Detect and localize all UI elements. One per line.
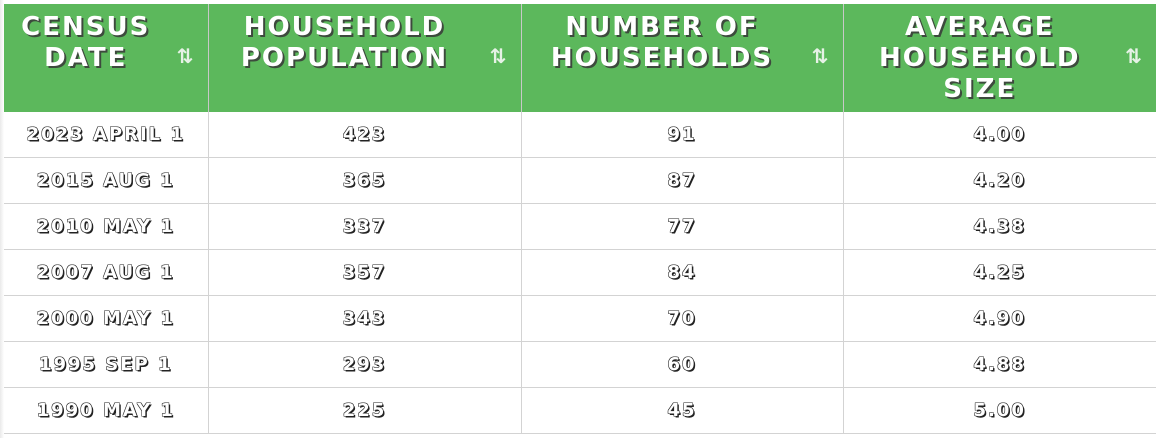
cell-number-of-households: 70	[521, 295, 844, 342]
cell-census-date: 1990 MAY 1	[4, 387, 209, 434]
cell-household-population: 423	[208, 112, 522, 158]
table-row: 2000 MAY 1 343 70 4.90	[4, 295, 1156, 342]
table-body: 2023 APRIL 1 423 91 4.00 2015 AUG 1 365 …	[4, 112, 1156, 434]
cell-household-population: 365	[208, 157, 522, 204]
column-header-label: CENSUS DATE	[21, 12, 151, 73]
cell-number-of-households: 91	[521, 112, 844, 158]
cell-census-date: 2023 APRIL 1	[4, 112, 209, 158]
table-row: 1990 MAY 1 225 45 5.00	[4, 387, 1156, 434]
sort-arrows-icon[interactable]: ⇅	[811, 44, 829, 68]
cell-number-of-households: 45	[521, 387, 844, 434]
column-header-household-population[interactable]: HOUSEHOLD POPULATION ⇅	[208, 4, 522, 112]
cell-average-household-size: 5.00	[843, 387, 1156, 434]
column-header-number-of-households[interactable]: NUMBER OF HOUSEHOLDS ⇅	[521, 4, 844, 112]
left-edge-shade	[0, 0, 4, 438]
table-row: 2023 APRIL 1 423 91 4.00	[4, 112, 1156, 158]
sort-arrows-icon[interactable]: ⇅	[489, 44, 507, 68]
cell-average-household-size: 4.38	[843, 203, 1156, 250]
cell-census-date: 2015 AUG 1	[4, 157, 209, 204]
sort-arrows-icon[interactable]: ⇅	[176, 44, 194, 68]
cell-household-population: 293	[208, 341, 522, 388]
column-header-census-date[interactable]: CENSUS DATE ⇅	[4, 4, 209, 112]
cell-household-population: 343	[208, 295, 522, 342]
cell-census-date: 1995 SEP 1	[4, 341, 209, 388]
cell-household-population: 225	[208, 387, 522, 434]
column-header-label: NUMBER OF HOUSEHOLDS	[550, 12, 774, 73]
cell-number-of-households: 60	[521, 341, 844, 388]
cell-average-household-size: 4.90	[843, 295, 1156, 342]
table-row: 2007 AUG 1 357 84 4.25	[4, 249, 1156, 296]
table-header: CENSUS DATE ⇅ HOUSEHOLD POPULATION ⇅ NUM…	[4, 4, 1156, 112]
cell-household-population: 357	[208, 249, 522, 296]
cell-average-household-size: 4.20	[843, 157, 1156, 204]
census-table: CENSUS DATE ⇅ HOUSEHOLD POPULATION ⇅ NUM…	[4, 4, 1156, 434]
table-row: 1995 SEP 1 293 60 4.88	[4, 341, 1156, 388]
header-row: CENSUS DATE ⇅ HOUSEHOLD POPULATION ⇅ NUM…	[4, 4, 1156, 112]
cell-average-household-size: 4.88	[843, 341, 1156, 388]
cell-average-household-size: 4.25	[843, 249, 1156, 296]
table-row: 2010 MAY 1 337 77 4.38	[4, 203, 1156, 250]
cell-census-date: 2010 MAY 1	[4, 203, 209, 250]
cell-household-population: 337	[208, 203, 522, 250]
cell-average-household-size: 4.00	[843, 112, 1156, 158]
cell-census-date: 2000 MAY 1	[4, 295, 209, 342]
column-header-label: HOUSEHOLD POPULATION	[240, 12, 449, 73]
sort-arrows-icon[interactable]: ⇅	[1125, 44, 1142, 68]
cell-number-of-households: 77	[521, 203, 844, 250]
cell-census-date: 2007 AUG 1	[4, 249, 209, 296]
cell-number-of-households: 84	[521, 249, 844, 296]
column-header-average-household-size[interactable]: AVERAGE HOUSEHOLD SIZE ⇅	[843, 4, 1156, 112]
cell-number-of-households: 87	[521, 157, 844, 204]
column-header-label: AVERAGE HOUSEHOLD SIZE	[879, 12, 1081, 104]
table-row: 2015 AUG 1 365 87 4.20	[4, 157, 1156, 204]
